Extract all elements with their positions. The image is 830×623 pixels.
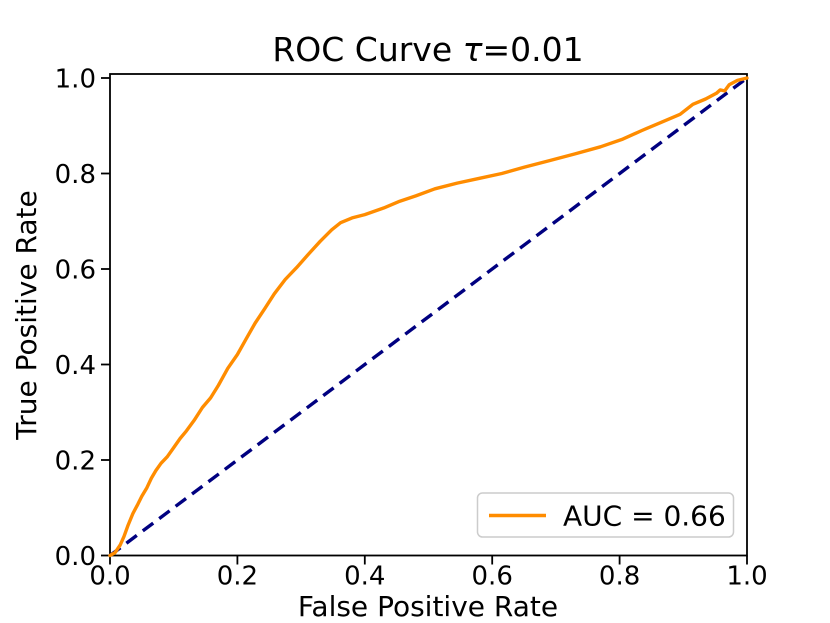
y-tick-label: 0.8 (55, 160, 96, 190)
legend-auc-label: AUC = 0.66 (563, 500, 726, 533)
x-tick-label: 0.0 (89, 562, 130, 592)
chance-diagonal (108, 76, 749, 557)
legend-box (476, 492, 735, 538)
x-tick-label: 0.4 (344, 562, 385, 592)
y-tick-label: 1.0 (55, 65, 96, 95)
y-axis-ticks: 0.0 0.2 0.4 0.6 0.8 1.0 (55, 65, 110, 572)
plot-area (109, 73, 748, 557)
y-tick-label: 0.4 (55, 351, 96, 381)
x-axis-label: False Positive Rate (298, 590, 558, 623)
legend: AUC = 0.66 (476, 492, 735, 538)
chart-title-prefix: ROC Curve (272, 30, 462, 69)
chart-title-suffix: =0.01 (483, 30, 584, 69)
x-axis-ticks: 0.0 0.2 0.4 0.6 0.8 1.0 (89, 555, 768, 592)
x-tick-label: 0.2 (217, 562, 258, 592)
roc-curve (108, 76, 749, 558)
chart-title: ROC Curve τ=0.01 (272, 30, 583, 69)
y-tick-label: 0.6 (55, 256, 96, 286)
y-tick-label: 0.2 (55, 447, 96, 477)
chart-title-tau: τ (463, 30, 484, 69)
x-tick-label: 0.6 (472, 562, 513, 592)
x-tick-label: 0.8 (599, 562, 640, 592)
y-axis-label: True Positive Rate (10, 190, 43, 440)
series-group (108, 76, 749, 558)
y-tick-label: 0.0 (55, 542, 96, 572)
x-tick-label: 1.0 (726, 562, 767, 592)
